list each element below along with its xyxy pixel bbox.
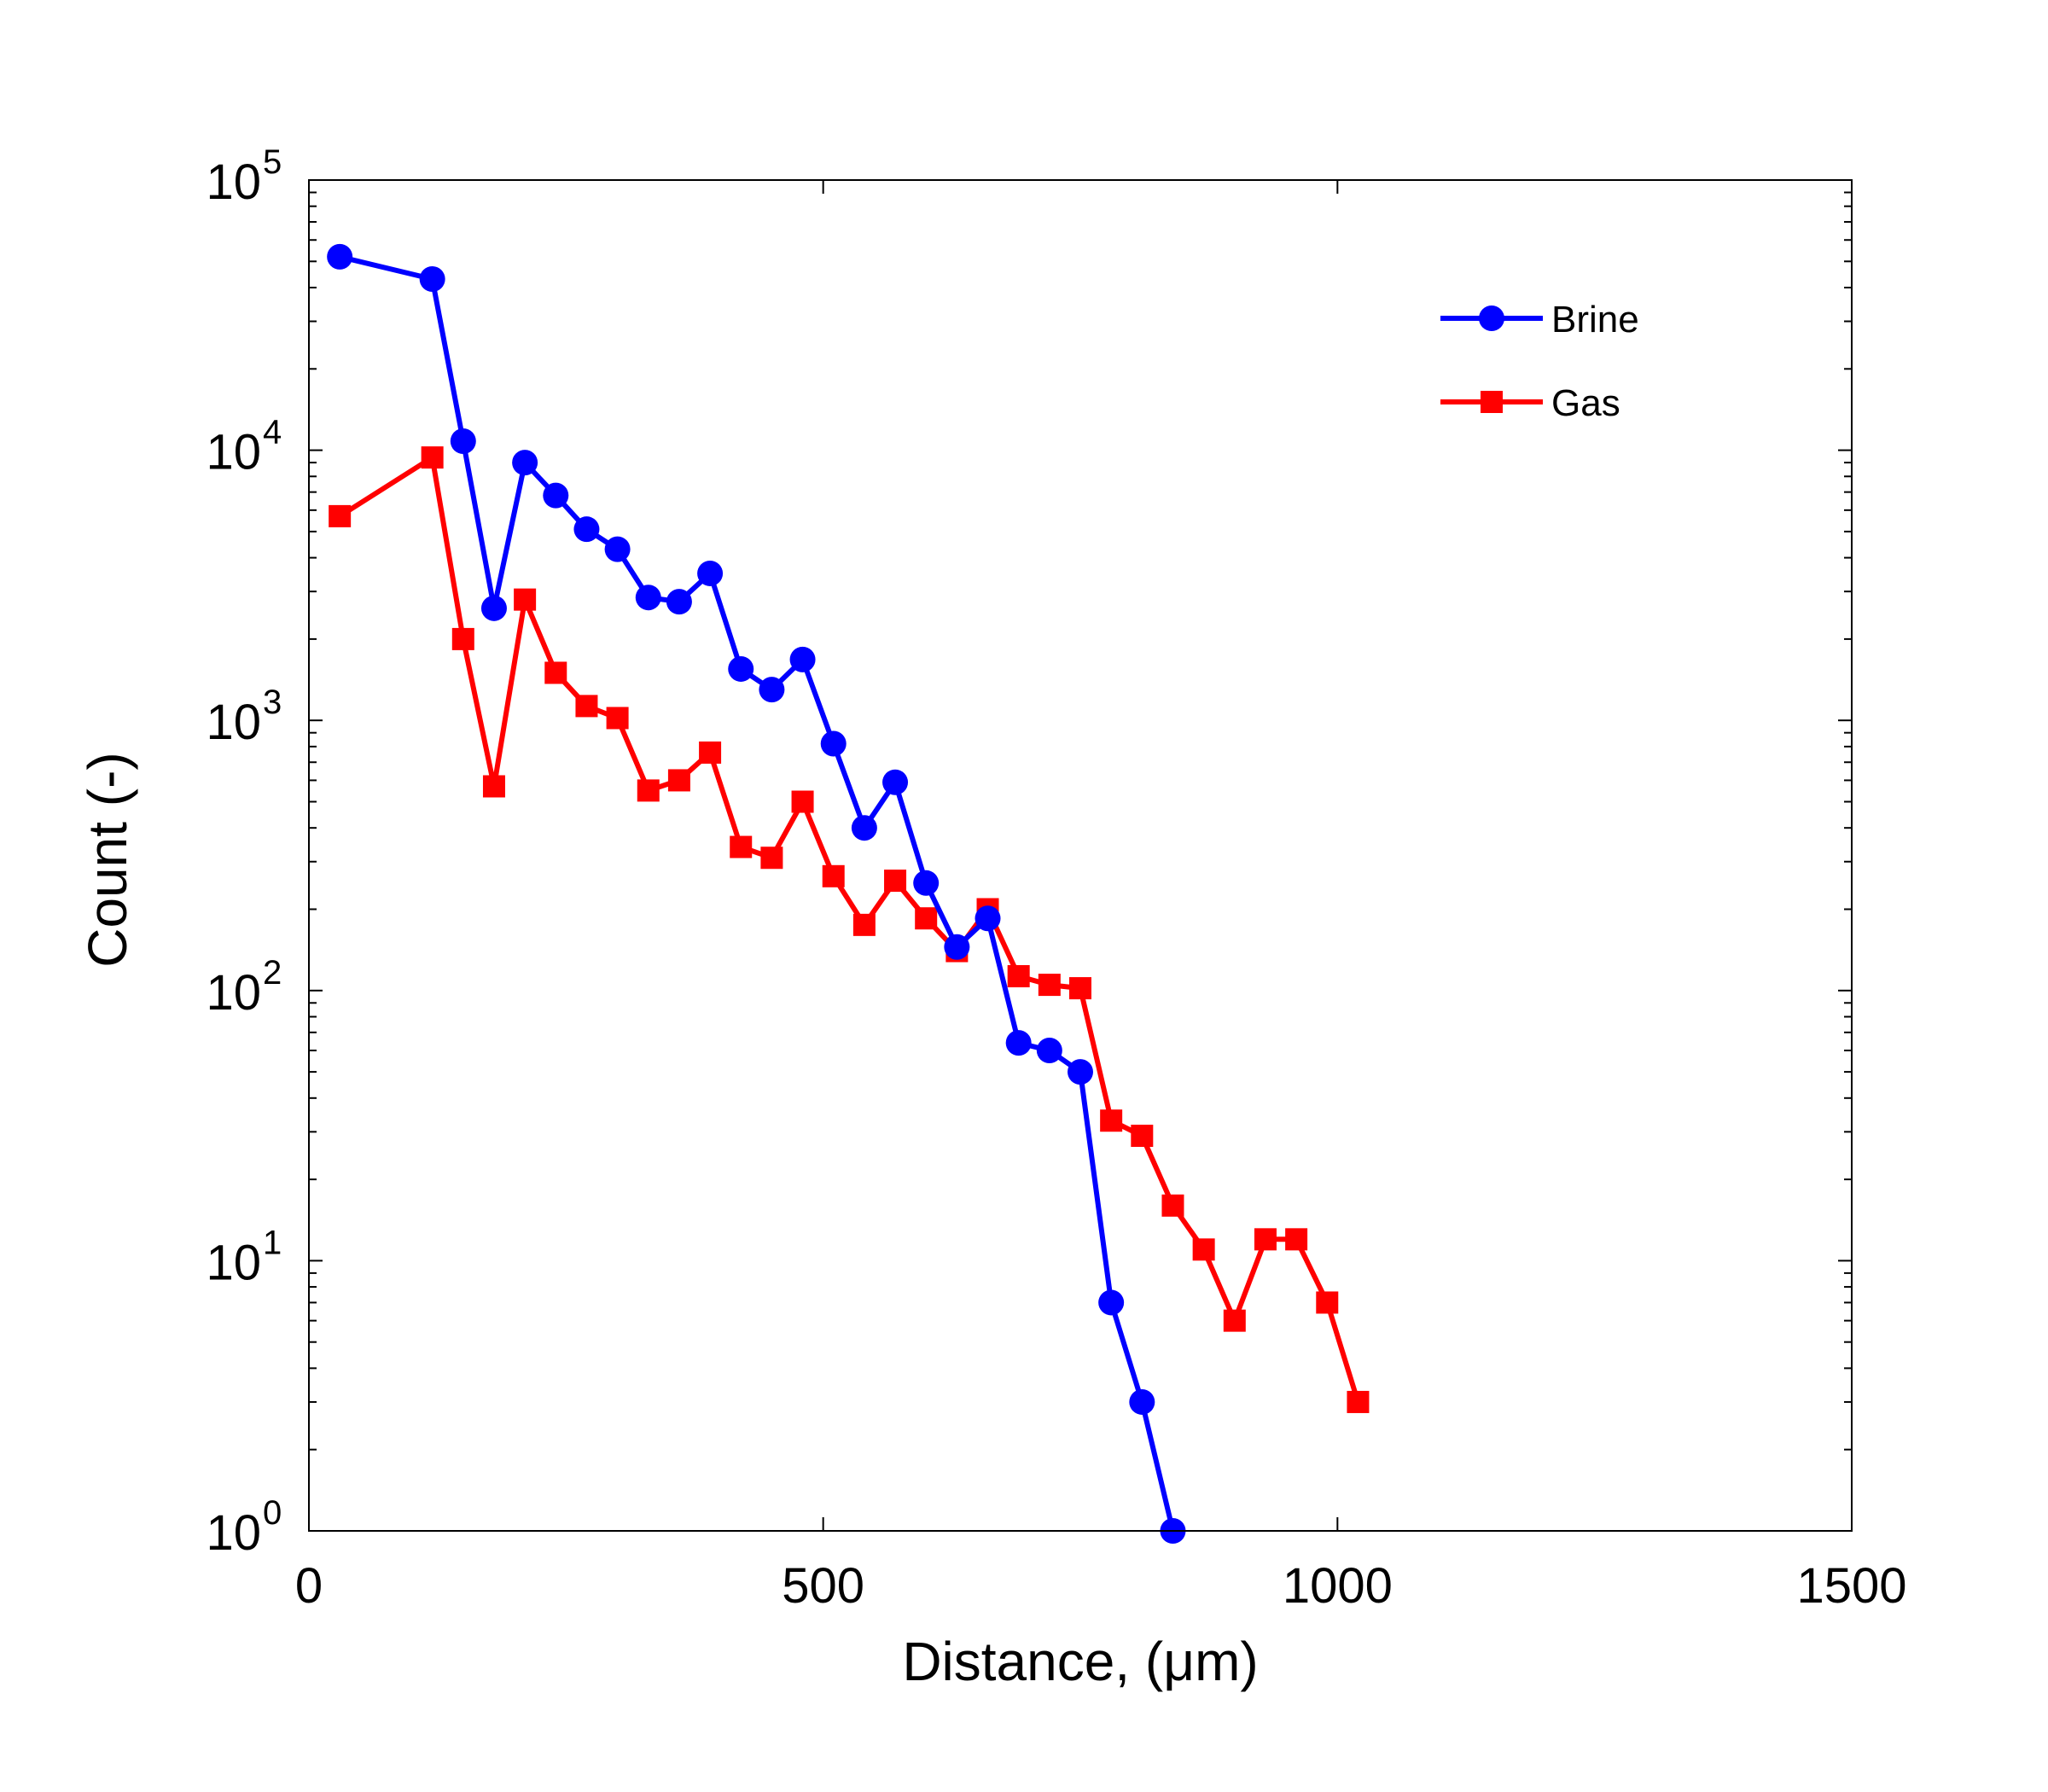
y-tick-label: 10: [206, 695, 261, 750]
data-point-brine: [635, 585, 661, 611]
x-tick-label: 1500: [1796, 1558, 1906, 1614]
legend-label: Brine: [1551, 299, 1639, 340]
data-point-gas: [822, 864, 845, 887]
data-point-gas: [1285, 1228, 1308, 1251]
data-point-brine: [573, 516, 600, 543]
data-point-gas: [1069, 977, 1091, 1000]
data-point-brine: [604, 536, 631, 562]
data-point-brine: [512, 450, 538, 476]
data-point-gas: [667, 769, 690, 792]
data-point-brine: [327, 243, 353, 270]
legend-label: Gas: [1551, 382, 1620, 424]
data-point-gas: [482, 775, 505, 798]
data-point-gas: [1223, 1309, 1246, 1332]
legend-marker: [1481, 391, 1503, 413]
y-tick-exponent: 1: [263, 1224, 282, 1261]
data-point-brine: [1068, 1059, 1093, 1085]
legend-marker: [1479, 305, 1504, 331]
data-point-gas: [1038, 974, 1061, 997]
data-point-gas: [606, 707, 629, 730]
legend: Brine Gas: [1440, 299, 1639, 424]
data-point-brine: [480, 595, 507, 621]
data-point-gas: [575, 695, 598, 718]
x-tick-label: 1000: [1283, 1558, 1393, 1614]
data-point-brine: [975, 905, 1001, 932]
x-tick-label: 0: [295, 1558, 323, 1614]
data-point-gas: [1100, 1109, 1123, 1132]
data-point-gas: [760, 847, 783, 870]
series-brine: [327, 243, 1186, 1544]
y-tick-label: 10: [206, 425, 261, 480]
data-point-gas: [1316, 1291, 1339, 1314]
data-point-brine: [666, 589, 692, 615]
data-point-brine: [820, 730, 847, 757]
data-point-brine: [697, 560, 724, 586]
y-tick-exponent: 4: [263, 414, 282, 451]
y-axis-label: Count (-): [77, 752, 138, 968]
data-point-gas: [1347, 1390, 1370, 1413]
data-point-brine: [1036, 1038, 1062, 1064]
data-point-brine: [789, 646, 816, 672]
data-point-gas: [329, 504, 352, 527]
data-point-gas: [699, 741, 722, 764]
legend-item-brine: Brine: [1440, 299, 1639, 340]
data-point-brine: [419, 266, 445, 293]
data-point-brine: [450, 428, 476, 455]
data-point-gas: [915, 907, 938, 930]
y-tick-exponent: 5: [263, 143, 282, 181]
data-point-brine: [1129, 1388, 1155, 1415]
plot-frame: [308, 179, 1853, 1532]
y-tick-label: 10: [206, 154, 261, 210]
data-point-brine: [728, 655, 754, 682]
data-point-gas: [1131, 1125, 1154, 1148]
data-point-brine: [759, 677, 785, 703]
data-point-gas: [544, 661, 567, 684]
data-point-gas: [637, 779, 660, 802]
data-point-gas: [1007, 964, 1030, 987]
data-point-brine: [543, 482, 569, 509]
data-point-gas: [1161, 1194, 1184, 1217]
y-tick-label: 10: [206, 1235, 261, 1290]
axis-ticks: [308, 179, 1853, 1532]
data-point-gas: [451, 627, 474, 650]
y-tick-label: 10: [206, 1505, 261, 1561]
data-point-gas: [884, 870, 907, 893]
data-point-brine: [944, 934, 970, 960]
legend-item-gas: Gas: [1440, 382, 1620, 424]
y-tick-exponent: 3: [263, 684, 282, 721]
data-point-brine: [882, 769, 909, 795]
data-point-brine: [1005, 1030, 1032, 1056]
data-point-gas: [791, 790, 814, 813]
x-axis-label: Distance, (μm): [902, 1631, 1258, 1692]
data-point-gas: [1192, 1238, 1215, 1261]
x-tick-label: 500: [782, 1558, 864, 1614]
data-point-brine: [1098, 1289, 1125, 1316]
data-point-gas: [421, 446, 444, 469]
data-point-gas: [1254, 1228, 1277, 1251]
data-point-brine: [851, 815, 877, 841]
y-tick-label: 10: [206, 965, 261, 1021]
series-layer: [327, 243, 1370, 1544]
series-gas: [329, 446, 1370, 1413]
data-point-gas: [730, 835, 753, 858]
data-point-brine: [913, 870, 940, 896]
y-tick-exponent: 0: [263, 1494, 282, 1532]
y-tick-exponent: 2: [263, 954, 282, 992]
data-point-gas: [514, 588, 537, 611]
data-point-gas: [852, 913, 876, 936]
